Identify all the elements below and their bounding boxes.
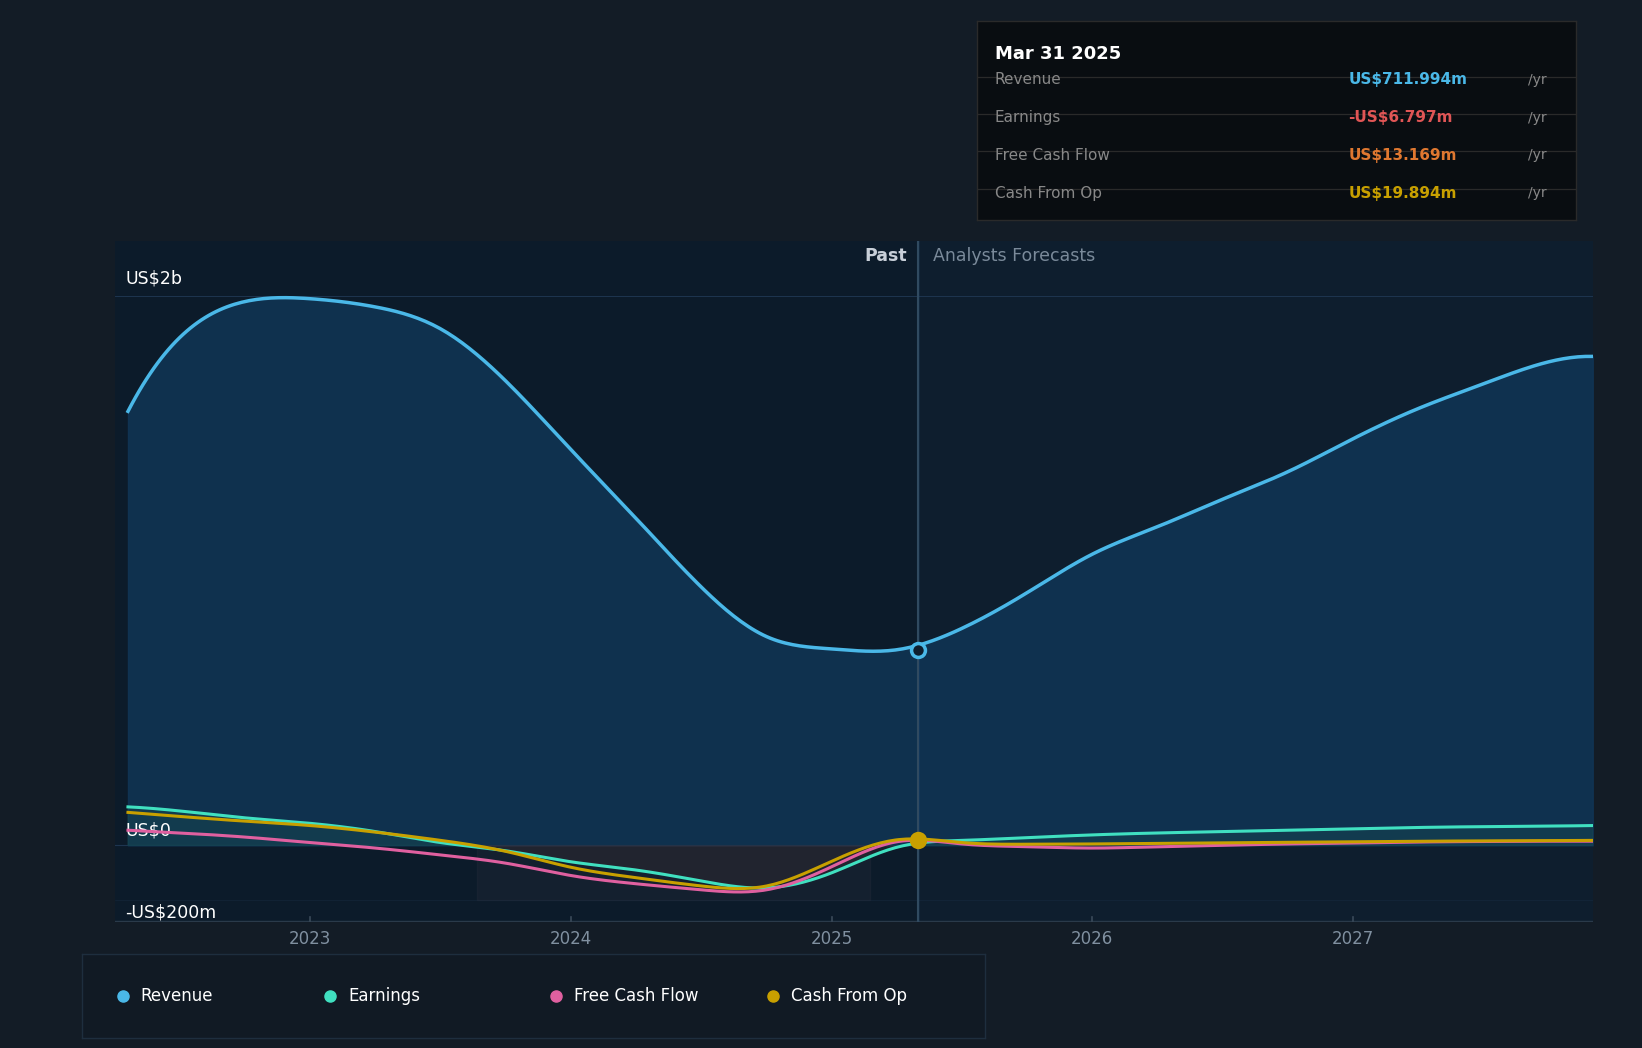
Text: Earnings: Earnings (348, 986, 420, 1005)
Text: US$711.994m: US$711.994m (1348, 72, 1468, 87)
Text: Earnings: Earnings (995, 110, 1061, 125)
Text: Cash From Op: Cash From Op (791, 986, 906, 1005)
Text: Cash From Op: Cash From Op (995, 185, 1102, 201)
Text: Free Cash Flow: Free Cash Flow (995, 148, 1110, 162)
Text: 2026: 2026 (1071, 931, 1113, 948)
Text: US$19.894m: US$19.894m (1348, 185, 1456, 201)
Bar (115, 241, 918, 922)
Text: 2025: 2025 (811, 931, 852, 948)
Text: /yr: /yr (1529, 110, 1547, 125)
Text: /yr: /yr (1529, 72, 1547, 87)
Text: US$13.169m: US$13.169m (1348, 148, 1456, 162)
Text: US$0: US$0 (125, 822, 171, 839)
Text: Past: Past (865, 246, 908, 264)
Text: 2023: 2023 (289, 931, 332, 948)
Text: /yr: /yr (1529, 149, 1547, 162)
Text: US$2b: US$2b (125, 269, 182, 288)
Text: 2024: 2024 (550, 931, 593, 948)
Text: /yr: /yr (1529, 187, 1547, 200)
Text: Revenue: Revenue (995, 72, 1062, 87)
Text: -US$6.797m: -US$6.797m (1348, 110, 1453, 125)
Text: -US$200m: -US$200m (125, 903, 217, 921)
Text: Mar 31 2025: Mar 31 2025 (995, 45, 1121, 63)
Text: Analysts Forecasts: Analysts Forecasts (933, 246, 1095, 264)
Text: Free Cash Flow: Free Cash Flow (575, 986, 699, 1005)
Text: Revenue: Revenue (141, 986, 213, 1005)
Text: 2027: 2027 (1332, 931, 1374, 948)
